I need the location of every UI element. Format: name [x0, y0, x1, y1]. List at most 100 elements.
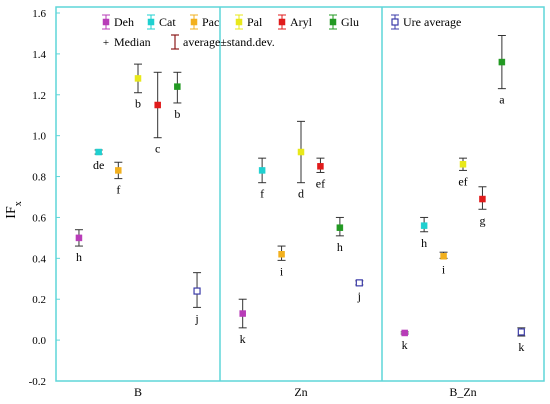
- data-point: h: [74, 229, 83, 264]
- legend-label: Pal: [247, 15, 263, 29]
- series-ure-average: j j k: [193, 272, 526, 354]
- legend: Deh Cat Pac Pal Aryl Glu Ure average + Median ave…: [102, 14, 461, 50]
- data-marker: [239, 310, 246, 317]
- legend-label: Glu: [341, 15, 359, 29]
- legend-item-pac: Pac: [190, 14, 219, 30]
- significance-letter: k: [518, 340, 524, 354]
- data-marker: [174, 83, 181, 90]
- significance-letter: c: [155, 142, 160, 156]
- legend-item-glu: Glu: [329, 14, 359, 30]
- y-tick-label: 1.0: [32, 131, 46, 143]
- data-point: k: [517, 327, 526, 354]
- significance-letter: j: [357, 289, 361, 303]
- data-point: b: [134, 63, 142, 111]
- legend-item-aryl: Aryl: [278, 14, 313, 30]
- legend-label: Aryl: [290, 15, 313, 29]
- data-point: f: [258, 157, 267, 201]
- series-deh: h k k: [74, 229, 409, 352]
- data-marker: [517, 328, 525, 336]
- data-marker: [440, 253, 447, 260]
- group-label-b: B: [134, 385, 142, 399]
- data-marker: [420, 222, 428, 229]
- series-glu: b h a: [173, 34, 506, 254]
- significance-letter: g: [479, 213, 485, 227]
- y-tick-label: 0.8: [32, 172, 46, 184]
- y-axis-label-main: IF: [4, 206, 19, 219]
- significance-letter: ef: [316, 176, 325, 190]
- y-tick-label: 1.4: [32, 49, 46, 61]
- data-point: j: [355, 279, 364, 303]
- x-axis-group-labels: B Zn B_Zn: [134, 385, 477, 399]
- data-marker: [278, 250, 285, 258]
- plus-icon: +: [103, 37, 109, 49]
- data-point: g: [478, 186, 487, 227]
- data-marker: [401, 329, 408, 337]
- data-point: i: [439, 251, 448, 276]
- legend-marker: [329, 18, 337, 26]
- y-tick-label: 0.4: [32, 253, 46, 265]
- legend-item-ure-average: Ure average: [391, 14, 461, 30]
- data-point: b: [173, 71, 182, 121]
- significance-letter: k: [402, 338, 408, 352]
- significance-letter: f: [116, 183, 120, 197]
- y-tick-label: 0.2: [32, 294, 46, 306]
- data-point: i: [277, 245, 286, 278]
- legend-marker: [147, 18, 155, 26]
- data-point: a: [497, 34, 506, 107]
- data-point: h: [420, 216, 429, 250]
- data-marker: [297, 148, 305, 156]
- data-point: k: [238, 298, 247, 346]
- data-point: ef: [458, 157, 468, 188]
- data-marker: [479, 195, 486, 203]
- legend-item-average-sd: average±stand.dev.: [171, 34, 275, 50]
- y-axis-label: IFx: [4, 201, 24, 218]
- legend-marker: [391, 18, 399, 26]
- significance-letter: b: [135, 97, 141, 111]
- data-point: c: [153, 71, 162, 156]
- legend-item-cat: Cat: [147, 14, 176, 30]
- y-tick-label: -0.2: [29, 376, 46, 388]
- legend-item-median: + Median: [103, 35, 151, 49]
- legend-label: Median: [114, 35, 151, 49]
- significance-letter: ef: [458, 174, 467, 188]
- data-point: de: [93, 148, 104, 172]
- data-marker: [95, 148, 102, 156]
- data-marker: [258, 167, 266, 174]
- significance-letter: j: [194, 311, 198, 325]
- y-tick-label: 1.2: [32, 90, 46, 102]
- legend-label: Cat: [159, 15, 176, 29]
- data-point: ef: [316, 157, 325, 190]
- significance-letter: h: [337, 240, 343, 254]
- significance-letter: de: [93, 158, 104, 172]
- y-tick-label: 0.6: [32, 212, 46, 224]
- data-point: d: [297, 120, 305, 201]
- legend-marker: [235, 18, 243, 26]
- significance-letter: k: [240, 332, 246, 346]
- data-point: k: [400, 329, 409, 352]
- legend-label: Pac: [202, 15, 219, 29]
- significance-letter: b: [174, 107, 180, 121]
- legend-label: Ure average: [403, 15, 461, 29]
- data-marker: [115, 167, 122, 174]
- y-tick-label: 0.0: [32, 335, 46, 347]
- plot-border: [55, 6, 545, 382]
- significance-letter: f: [260, 187, 264, 201]
- significance-letter: h: [421, 236, 427, 250]
- y-axis: IFx -0.2 0.0 0.2 0.4 0.6 0.8 1.0 1.2 1.4 1.6: [4, 8, 60, 388]
- significance-letter: h: [76, 250, 82, 264]
- significance-letter: i: [280, 264, 284, 278]
- legend-marker: [102, 18, 110, 26]
- data-marker: [193, 287, 201, 295]
- legend-label: Deh: [114, 15, 134, 29]
- legend-marker: [278, 18, 286, 26]
- data-marker: [498, 58, 506, 66]
- legend-label: average±stand.dev.: [183, 35, 275, 49]
- data-marker: [154, 101, 161, 109]
- data-marker: [355, 279, 363, 287]
- legend-item-pal: Pal: [235, 14, 263, 30]
- data-marker: [75, 234, 83, 242]
